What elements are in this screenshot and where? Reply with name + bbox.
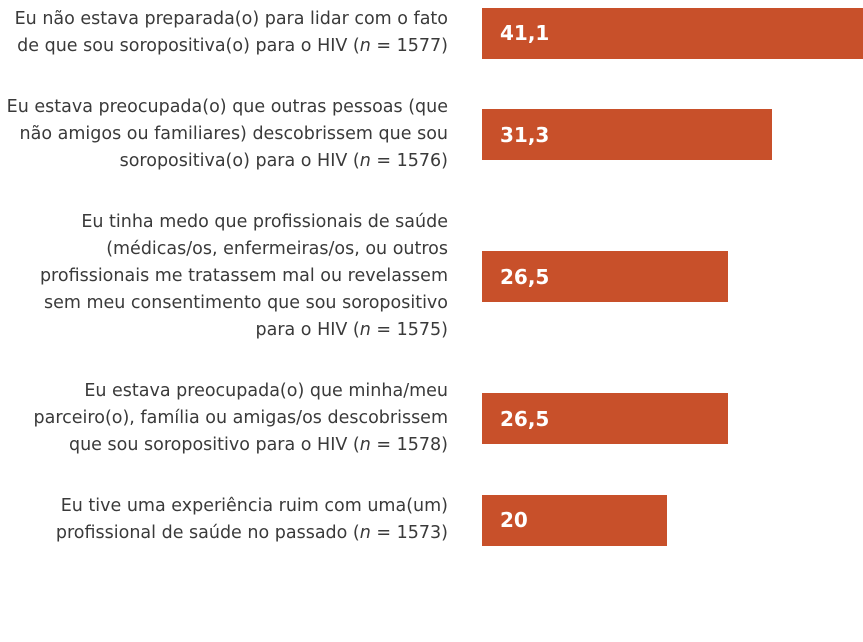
bar: 26,5 xyxy=(482,393,728,444)
bar: 31,3 xyxy=(482,109,773,160)
bar-row: Eu estava preocupada(o) que outras pesso… xyxy=(0,94,863,175)
category-label: Eu estava preocupada(o) que outras pesso… xyxy=(6,97,448,171)
value-label: 26,5 xyxy=(500,264,550,289)
bar: 26,5 xyxy=(482,251,728,302)
bar-area: 26,5 xyxy=(482,393,863,444)
value-label: 26,5 xyxy=(500,406,550,431)
bar-row: Eu tinha medo que profissionais de saúde… xyxy=(0,209,863,344)
category-label: Eu estava preocupada(o) que minha/meu pa… xyxy=(33,381,448,455)
bar: 20 xyxy=(482,494,668,546)
bar-row: Eu não estava preparada(o) para lidar co… xyxy=(0,6,863,60)
category-label: Eu tinha medo que profissionais de saúde… xyxy=(39,212,448,340)
bar-row: Eu tive uma experiência ruim com uma(um)… xyxy=(0,493,863,547)
value-label: 31,3 xyxy=(500,122,550,147)
bar-area: 41,1 xyxy=(482,7,863,59)
category-label: Eu tive uma experiência ruim com uma(um)… xyxy=(55,496,448,543)
category-label: Eu não estava preparada(o) para lidar co… xyxy=(14,9,448,56)
bar-area: 26,5 xyxy=(482,251,863,302)
bar: 41,1 xyxy=(482,7,863,59)
bar-row: Eu estava preocupada(o) que minha/meu pa… xyxy=(0,378,863,459)
value-label: 41,1 xyxy=(500,21,550,45)
bar-area: 20 xyxy=(482,494,863,546)
bar-area: 31,3 xyxy=(482,109,863,160)
value-label: 20 xyxy=(500,508,528,532)
